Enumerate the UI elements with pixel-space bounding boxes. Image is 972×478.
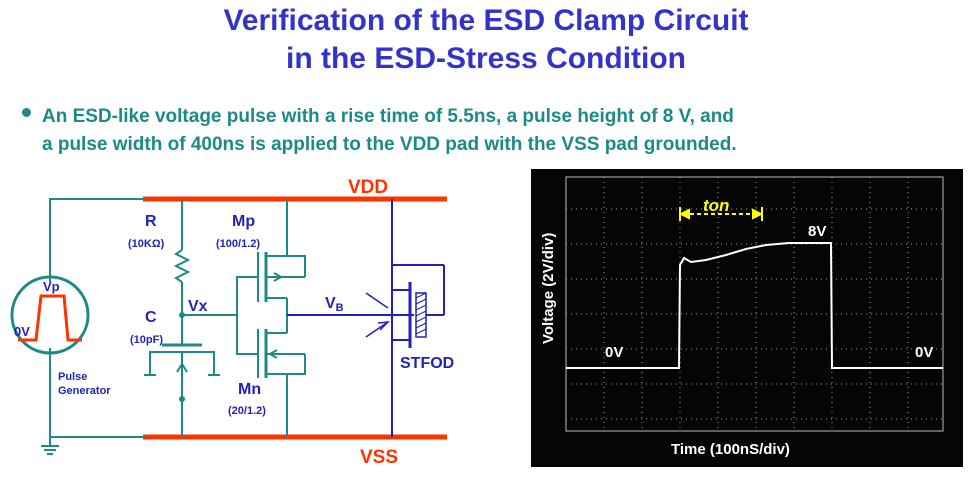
inverter [236, 199, 306, 437]
page-title: Verification of the ESD Clamp Circuit in… [0, 2, 972, 78]
bullet-paragraph: An ESD-like voltage pulse with a rise ti… [22, 103, 952, 159]
resistor-value: (10KΩ) [128, 238, 165, 250]
scope-xlabel: Time (100nS/div) [671, 441, 790, 458]
stfod-arrow-in [365, 292, 389, 309]
vdd-label: VDD [348, 177, 388, 198]
generator-circle [10, 275, 90, 355]
generator-0v-label: 0V [14, 324, 30, 339]
pulse-generator [10, 198, 145, 455]
title-line-2: in the ESD-Stress Condition [285, 42, 687, 75]
generator-label-1: Pulse [58, 371, 87, 383]
capacitor-label: C [145, 309, 157, 326]
vss-label: VSS [360, 447, 398, 468]
capacitor-value: (10pF) [130, 334, 163, 346]
ton-marker [678, 207, 764, 221]
cap-bottom-node [179, 396, 185, 402]
oscilloscope-screen: Voltage (2V/div) ton 8V 0V 0V Time (100n… [531, 169, 963, 467]
resistor-label: R [145, 213, 157, 230]
resistor-icon [173, 249, 191, 283]
scope-trace [566, 242, 943, 369]
zero-right-label: 0V [915, 344, 933, 361]
vx-label: Vx [188, 298, 208, 315]
stfod-device [365, 199, 445, 437]
bullet-line-1: An ESD-like voltage pulse with a rise ti… [42, 106, 734, 127]
vb-label: VB [325, 295, 344, 314]
title-line-1: Verification of the ESD Clamp Circuit [223, 4, 749, 37]
stfod-arrow-out [365, 321, 389, 338]
bullet-dot-icon [22, 108, 31, 117]
scope-ylabel: Voltage (2V/div) [540, 233, 557, 344]
scope-frame [565, 176, 944, 432]
mn-label: Mn [238, 381, 261, 398]
mp-size: (100/1.2) [216, 238, 260, 250]
ton-label: ton [703, 196, 729, 215]
generator-vp-label: Vp [43, 279, 60, 294]
generator-label-2: Generator [58, 385, 111, 397]
generator-pulse-icon [18, 294, 82, 342]
generator-wire-top [49, 198, 145, 282]
esd-clamp-circuit-diagram: VDD VSS Vp 0V Pulse Generator R (10KΩ) C… [10, 177, 454, 468]
mn-size: (20/1.2) [228, 405, 266, 417]
zero-left-label: 0V [605, 344, 623, 361]
bullet-line-2: a pulse width of 400ns is applied to the… [42, 134, 737, 155]
high-level-label: 8V [808, 223, 826, 240]
stfod-label: STFOD [400, 355, 454, 372]
mp-label: Mp [232, 213, 255, 230]
